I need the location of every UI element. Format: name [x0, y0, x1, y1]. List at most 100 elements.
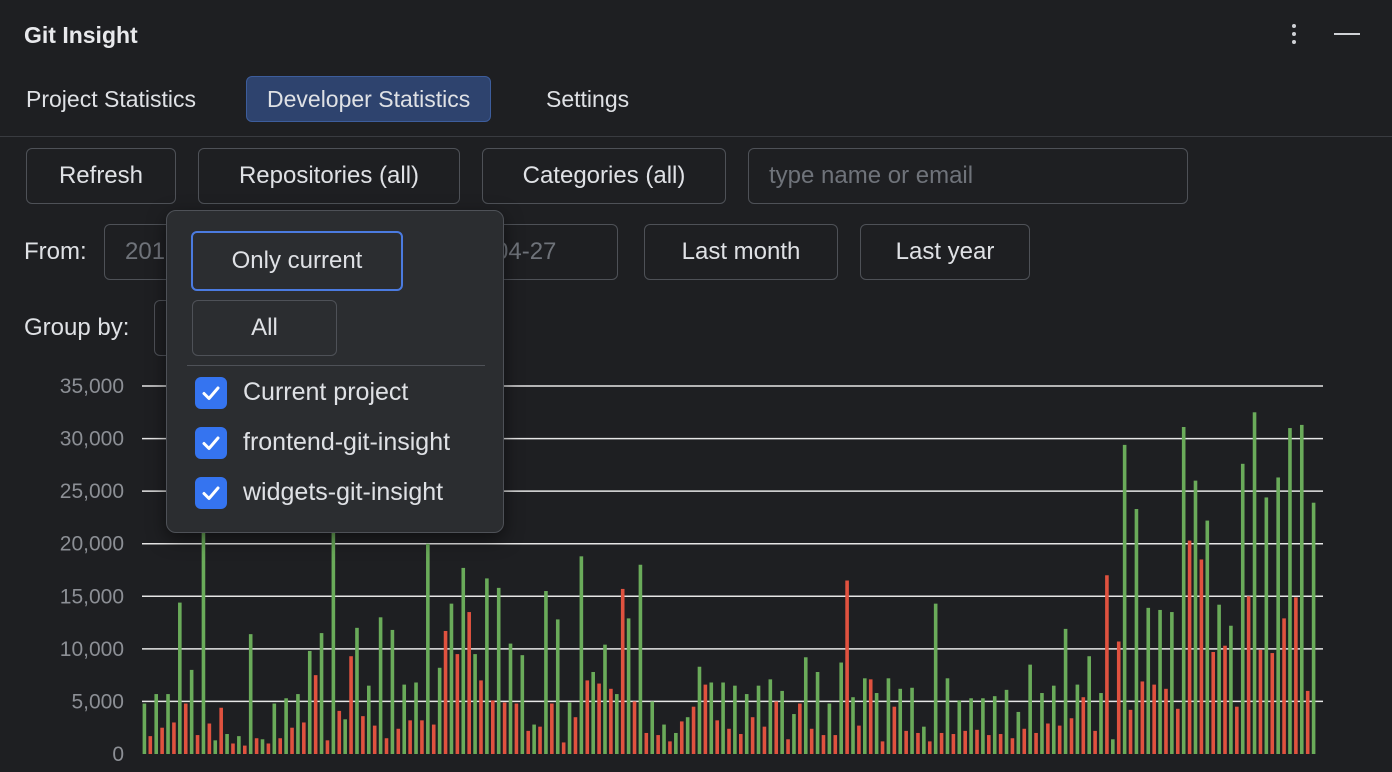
bar-red: [384, 738, 389, 754]
bar-green: [815, 671, 820, 754]
bar-red: [1282, 618, 1286, 754]
bar-red: [514, 703, 519, 754]
bar-green: [674, 732, 678, 754]
bar-green: [851, 697, 855, 754]
bar-red: [1235, 706, 1239, 754]
categories-button[interactable]: Categories (all): [482, 148, 726, 204]
bar-red: [609, 688, 613, 754]
tab-settings[interactable]: Settings: [546, 86, 630, 112]
bar-green: [201, 522, 206, 754]
bar-green: [780, 690, 784, 754]
repo-item-label: widgets-git-insight: [243, 478, 444, 506]
all-button[interactable]: All: [192, 300, 337, 356]
bar-green: [402, 684, 407, 754]
bar-red: [1152, 684, 1156, 754]
bar-red: [1211, 652, 1216, 754]
bar-green: [1311, 502, 1316, 754]
bar-green: [567, 702, 572, 754]
search-input[interactable]: type name or email: [748, 148, 1188, 204]
bar-red: [219, 707, 223, 754]
bar-red: [1034, 732, 1038, 754]
bar-red: [1069, 718, 1074, 754]
bar-red: [1116, 641, 1121, 754]
bar-red: [420, 720, 424, 754]
bar-red: [195, 735, 200, 754]
bar-red: [290, 727, 294, 754]
bar-green: [1087, 656, 1091, 754]
bar-red: [502, 702, 507, 754]
y-tick-label: 0: [112, 743, 124, 766]
bar-red: [183, 703, 188, 754]
bar-red: [798, 703, 802, 754]
bar-red: [325, 740, 330, 754]
bar-green: [307, 650, 312, 754]
bar-green: [284, 698, 288, 754]
bar-green: [296, 694, 300, 754]
bar-red: [1223, 645, 1227, 754]
bar-red: [786, 739, 790, 754]
bar-red: [656, 735, 660, 754]
bar-green: [248, 634, 253, 754]
tab-project-statistics[interactable]: Project Statistics: [26, 86, 196, 112]
bar-green: [343, 719, 347, 754]
bar-red: [455, 654, 460, 754]
bar-green: [355, 627, 359, 754]
bar-green: [1229, 625, 1233, 754]
checkbox-checked-icon[interactable]: [195, 427, 227, 459]
minimize-icon[interactable]: [1334, 33, 1360, 35]
bar-red: [242, 745, 247, 754]
bar-green: [1217, 604, 1221, 754]
bar-green: [319, 633, 324, 754]
bar-green: [933, 603, 938, 754]
bar-red: [160, 727, 164, 754]
bar-green: [1146, 607, 1151, 754]
checkbox-checked-icon[interactable]: [195, 377, 227, 409]
more-vertical-icon[interactable]: [1282, 20, 1306, 50]
bar-red: [727, 728, 731, 754]
bar-green: [615, 694, 619, 754]
bar-green: [544, 591, 548, 754]
bar-green: [1299, 424, 1304, 754]
to-date-input[interactable]: 04-27: [468, 224, 618, 280]
bar-red: [1105, 575, 1109, 754]
last-year-button[interactable]: Last year: [860, 224, 1030, 280]
bar-red: [1093, 730, 1097, 754]
last-month-button[interactable]: Last month: [644, 224, 838, 280]
bar-green: [366, 685, 371, 754]
bar-green: [945, 678, 950, 754]
bar-green: [650, 701, 655, 754]
bar-green: [886, 678, 891, 754]
bar-green: [1158, 609, 1162, 754]
bar-green: [1170, 612, 1174, 754]
bar-green: [178, 602, 182, 754]
bar-green: [709, 682, 714, 754]
bar-green: [555, 619, 560, 754]
bar-green: [827, 703, 832, 754]
bar-green: [579, 556, 584, 754]
bar-green: [237, 736, 241, 754]
tab-developer-statistics[interactable]: Developer Statistics: [246, 76, 492, 122]
bar-red: [668, 741, 672, 754]
bar-green: [744, 694, 749, 754]
bar-green: [1264, 497, 1269, 754]
popup-separator: [187, 365, 485, 366]
bar-red: [479, 680, 483, 754]
bar-green: [863, 678, 867, 754]
bar-green: [485, 578, 489, 754]
refresh-button[interactable]: Refresh: [26, 148, 176, 204]
bar-green: [1252, 412, 1257, 754]
checkbox-checked-icon[interactable]: [195, 477, 227, 509]
bar-red: [585, 680, 590, 754]
bar-red: [963, 730, 967, 754]
only-current-button[interactable]: Only current: [191, 231, 403, 291]
bar-green: [922, 726, 926, 754]
bar-red: [1022, 728, 1027, 754]
bar-red: [207, 723, 212, 754]
y-axis-labels: 35,000 30,000 25,000 20,000 15,000 10,000 5,00…: [60, 375, 124, 766]
bar-red: [1187, 540, 1192, 754]
bar-green: [1111, 739, 1115, 754]
bar-green: [1276, 477, 1280, 754]
repositories-button[interactable]: Repositories (all): [198, 148, 460, 204]
bar-green: [1205, 520, 1210, 754]
bar-red: [620, 588, 625, 754]
